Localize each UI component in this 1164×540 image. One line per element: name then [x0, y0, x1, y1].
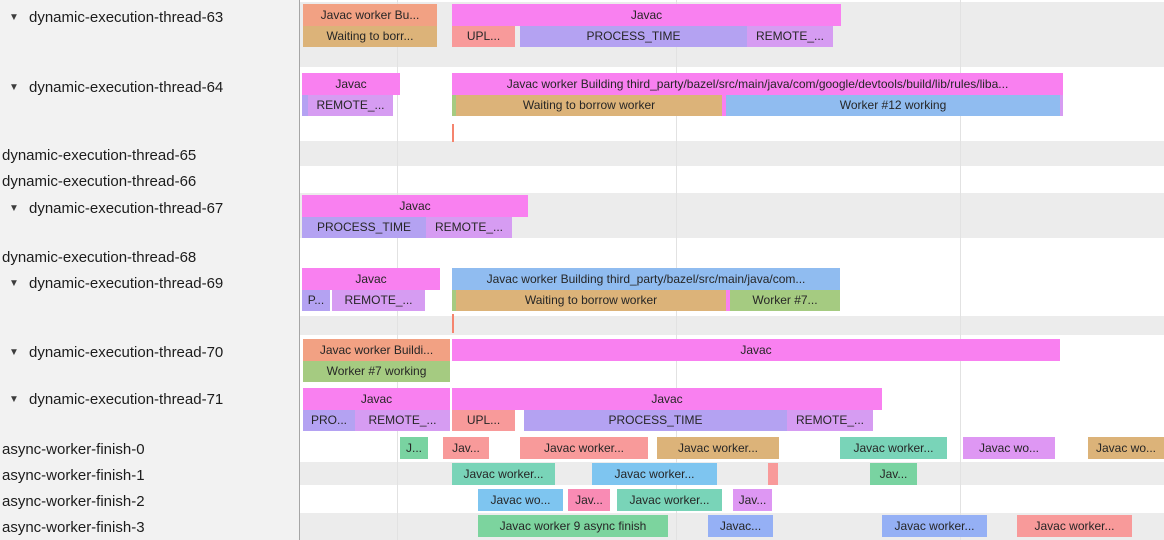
thread-label: dynamic-execution-thread-70 [29, 343, 224, 361]
sidebar-item-dynamic-execution-thread-69[interactable]: ▼ dynamic-execution-thread-69 [0, 270, 299, 296]
expand-triangle-icon: ▼ [9, 346, 19, 358]
sidebar-item-dynamic-execution-thread-66[interactable]: dynamic-execution-thread-66 [0, 168, 301, 194]
thread-label: dynamic-execution-thread-64 [29, 78, 224, 96]
sidebar-item-dynamic-execution-thread-70[interactable]: ▼ dynamic-execution-thread-70 [0, 339, 299, 365]
trace-slice[interactable]: Javac worker... [452, 463, 555, 485]
thread-label: dynamic-execution-thread-71 [29, 390, 224, 408]
trace-slice[interactable]: REMOTE_... [426, 217, 512, 238]
thread-label: dynamic-execution-thread-65 [2, 146, 197, 164]
trace-slice[interactable]: Javac worker Bu... [303, 4, 437, 26]
trace-slice[interactable] [1060, 95, 1063, 116]
trace-slice[interactable]: Jav... [870, 463, 917, 485]
expand-triangle-icon: ▼ [9, 202, 19, 214]
instant-event-tick[interactable] [452, 314, 454, 333]
trace-slice[interactable]: Javac worker... [840, 437, 947, 459]
trace-slice[interactable]: Javac worker... [882, 515, 987, 537]
thread-label: dynamic-execution-thread-68 [2, 248, 197, 266]
sidebar-item-dynamic-execution-thread-68[interactable]: dynamic-execution-thread-68 [0, 244, 301, 270]
trace-slice[interactable]: UPL... [452, 26, 515, 47]
trace-slice[interactable]: Javac [302, 195, 528, 217]
trace-slice[interactable]: Javac worker... [520, 437, 648, 459]
thread-label: async-worker-finish-2 [2, 492, 145, 510]
sidebar-item-dynamic-execution-thread-64[interactable]: ▼ dynamic-execution-thread-64 [0, 74, 299, 100]
expand-triangle-icon: ▼ [9, 81, 19, 93]
thread-label: dynamic-execution-thread-69 [29, 274, 224, 292]
trace-slice[interactable]: PROCESS_TIME [520, 26, 747, 47]
sidebar-item-async-worker-finish-1[interactable]: async-worker-finish-1 [0, 462, 301, 488]
trace-slice[interactable]: Javac wo... [963, 437, 1055, 459]
expand-triangle-icon: ▼ [9, 393, 19, 405]
trace-slice[interactable]: Javac worker... [657, 437, 779, 459]
trace-slice[interactable]: Javac worker Buildi... [303, 339, 450, 361]
sidebar-item-async-worker-finish-2[interactable]: async-worker-finish-2 [0, 488, 301, 514]
trace-slice[interactable]: Javac [302, 268, 440, 290]
trace-slice[interactable]: Javac worker... [617, 489, 722, 511]
trace-slice[interactable]: Javac wo... [478, 489, 563, 511]
thread-label: async-worker-finish-0 [2, 440, 145, 458]
trace-slice[interactable]: Javac worker Building third_party/bazel/… [452, 73, 1063, 95]
trace-slice[interactable]: UPL... [452, 410, 515, 431]
trace-slice[interactable]: Javac [302, 73, 400, 95]
trace-slice[interactable]: Jav... [733, 489, 772, 511]
trace-slice[interactable]: PROCESS_TIME [524, 410, 787, 431]
trace-slice[interactable]: REMOTE_... [308, 95, 393, 116]
track-zebra-band [300, 316, 1164, 335]
trace-slice[interactable]: Jav... [568, 489, 610, 511]
expand-triangle-icon: ▼ [9, 11, 19, 23]
trace-slice[interactable]: REMOTE_... [787, 410, 873, 431]
track-zebra-band [300, 462, 1164, 485]
expand-triangle-icon: ▼ [9, 277, 19, 289]
trace-slice[interactable]: Javac worker Building third_party/bazel/… [452, 268, 840, 290]
trace-slice[interactable]: REMOTE_... [332, 290, 425, 311]
trace-slice[interactable]: REMOTE_... [747, 26, 833, 47]
trace-slice[interactable]: Javac wo... [1088, 437, 1164, 459]
thread-list: ▼ dynamic-execution-thread-63 ▼ dynamic-exe… [0, 0, 300, 540]
timeline-canvas[interactable]: Javac worker Bu... Javac Waiting to borr..… [300, 0, 1164, 540]
trace-slice[interactable]: Waiting to borr... [303, 26, 437, 47]
sidebar-item-dynamic-execution-thread-65[interactable]: dynamic-execution-thread-65 [0, 142, 301, 168]
trace-slice[interactable] [302, 95, 308, 116]
sidebar-item-dynamic-execution-thread-71[interactable]: ▼ dynamic-execution-thread-71 [0, 386, 299, 412]
trace-slice[interactable]: Javac worker 9 async finish [478, 515, 668, 537]
trace-slice[interactable]: Worker #7... [730, 290, 840, 311]
trace-slice[interactable]: Waiting to borrow worker [456, 290, 726, 311]
sidebar-item-dynamic-execution-thread-67[interactable]: ▼ dynamic-execution-thread-67 [0, 195, 299, 221]
sidebar-item-async-worker-finish-0[interactable]: async-worker-finish-0 [0, 436, 301, 462]
sidebar-item-async-worker-finish-3[interactable]: async-worker-finish-3 [0, 514, 301, 540]
trace-slice[interactable] [452, 95, 456, 116]
trace-slice[interactable]: Javac worker... [592, 463, 717, 485]
sidebar-item-dynamic-execution-thread-63[interactable]: ▼ dynamic-execution-thread-63 [0, 4, 299, 30]
trace-slice[interactable] [768, 463, 778, 485]
trace-slice[interactable]: PRO... [303, 410, 355, 431]
trace-slice[interactable]: P... [302, 290, 330, 311]
track-zebra-band [300, 141, 1164, 166]
trace-slice[interactable] [722, 95, 726, 116]
thread-label: async-worker-finish-3 [2, 518, 145, 536]
trace-slice[interactable]: REMOTE_... [355, 410, 450, 431]
trace-slice[interactable]: Javac worker... [1017, 515, 1132, 537]
trace-slice[interactable]: Worker #12 working [726, 95, 1060, 116]
trace-slice[interactable]: Javac [303, 388, 450, 410]
thread-label: dynamic-execution-thread-66 [2, 172, 197, 190]
time-gridline [960, 0, 961, 540]
trace-slice[interactable]: Worker #7 working [303, 361, 450, 382]
trace-slice[interactable] [452, 290, 456, 311]
trace-slice[interactable]: PROCESS_TIME [302, 217, 426, 238]
thread-label: dynamic-execution-thread-63 [29, 8, 224, 26]
trace-slice[interactable]: Jav... [443, 437, 489, 459]
trace-slice[interactable]: J... [400, 437, 428, 459]
thread-label: async-worker-finish-1 [2, 466, 145, 484]
trace-slice[interactable]: Javac [452, 4, 841, 26]
trace-slice[interactable] [726, 290, 730, 311]
thread-label: dynamic-execution-thread-67 [29, 199, 224, 217]
instant-event-tick[interactable] [452, 124, 454, 142]
trace-slice[interactable]: Waiting to borrow worker [456, 95, 722, 116]
trace-slice[interactable]: Javac [452, 339, 1060, 361]
trace-slice[interactable]: Javac... [708, 515, 773, 537]
trace-slice[interactable]: Javac [452, 388, 882, 410]
